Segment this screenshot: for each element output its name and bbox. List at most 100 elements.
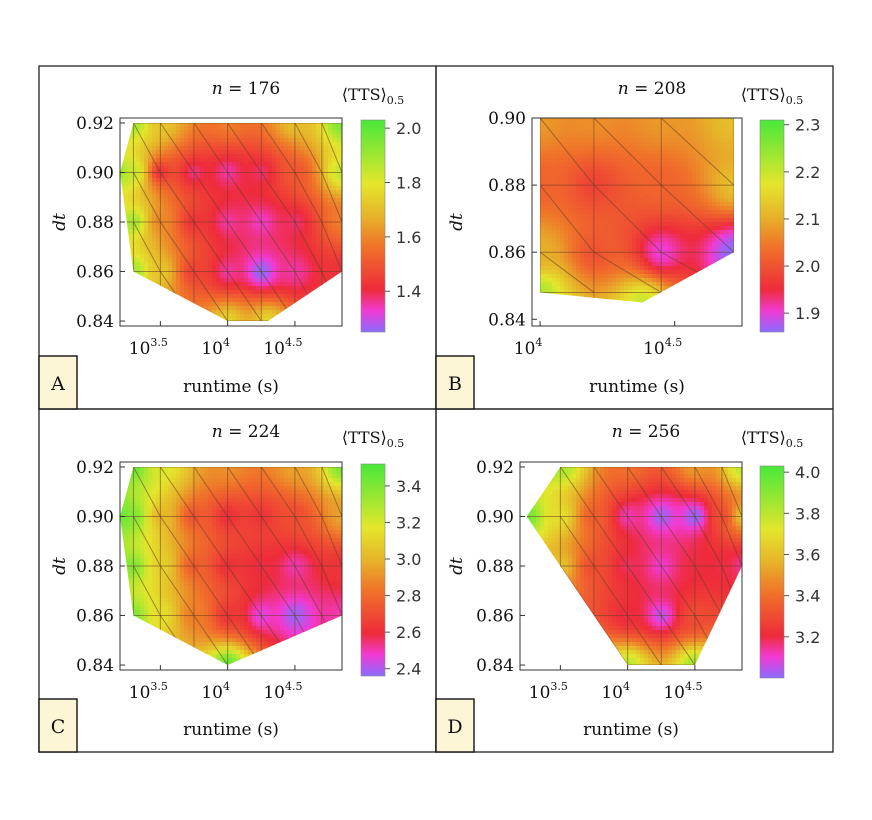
- panel-badge: [435, 355, 475, 410]
- panel-badge: [38, 698, 78, 753]
- colorbar-tick-label: 3.6: [795, 546, 820, 565]
- panel-badge-label: B: [448, 373, 462, 395]
- mesh-line: [159, 565, 195, 616]
- mesh-line: [193, 466, 229, 517]
- mesh-line: [694, 466, 723, 517]
- colorbar-tick-label: 2.6: [396, 623, 421, 642]
- mesh-line: [159, 516, 195, 567]
- y-tick-label: 0.90: [476, 507, 514, 527]
- mesh-line: [193, 271, 229, 322]
- mesh-line: [321, 172, 342, 223]
- mesh-line: [260, 122, 296, 173]
- mesh-line: [321, 466, 342, 517]
- x-tick-label: 103.5: [129, 680, 168, 703]
- colorbar-tick-label: 2.2: [795, 163, 820, 182]
- mesh-line: [294, 221, 323, 272]
- x-axis-label: runtime (s): [583, 720, 679, 740]
- mesh-line: [627, 615, 662, 666]
- y-axis-label: dt: [50, 557, 70, 575]
- mesh-line: [593, 251, 662, 293]
- colorbar: [360, 463, 386, 677]
- chart-title: n = 224: [212, 422, 280, 442]
- mesh-line: [227, 516, 262, 567]
- y-tick-label: 0.92: [476, 458, 514, 478]
- colorbar: [759, 119, 785, 333]
- mesh-line: [133, 565, 161, 616]
- y-axis-label: dt: [447, 213, 467, 231]
- mesh-line: [133, 221, 161, 272]
- x-tick-label: 104: [601, 680, 630, 703]
- colorbar-title: ⟨TTS⟩0.5: [741, 428, 804, 450]
- mesh-line: [627, 466, 662, 517]
- x-tick-label: 104.5: [263, 680, 302, 703]
- panel-badge-label: C: [51, 716, 66, 738]
- heat-field: [540, 118, 734, 303]
- panel-d: 0.84 0.86 0.88 0.90 0.92 103.5 104 104.5 runtime…: [435, 408, 834, 753]
- mesh-line: [559, 516, 595, 567]
- y-axis-label: dt: [447, 557, 467, 575]
- mesh-line: [660, 615, 696, 666]
- mesh-line: [660, 565, 696, 616]
- x-tick-label: 104.5: [663, 680, 702, 703]
- y-tick-label: 0.86: [476, 607, 514, 627]
- y-axis-label: dt: [50, 213, 70, 231]
- mesh-line: [593, 118, 662, 186]
- y-tick-label: 0.86: [488, 243, 526, 263]
- x-tick-label: 103.5: [529, 680, 568, 703]
- mesh-line: [193, 565, 229, 616]
- mesh-line: [193, 221, 229, 272]
- mesh-line: [593, 565, 629, 616]
- mesh-line: [159, 466, 195, 517]
- mesh-line: [227, 122, 262, 173]
- colorbar-tick-label: 2.8: [396, 587, 421, 606]
- mesh-line: [721, 516, 742, 567]
- mesh-line: [627, 516, 662, 567]
- x-tick-label: 103.5: [129, 336, 168, 359]
- mesh-line: [540, 251, 595, 293]
- colorbar-tick-label: 3.4: [795, 587, 820, 606]
- mesh-line: [694, 565, 723, 616]
- x-axis-label: runtime (s): [183, 377, 279, 397]
- y-tick-label: 0.90: [76, 507, 114, 527]
- panel-a: 0.84 0.86 0.88 0.90 0.92 103.5 104 104.5 runtime…: [38, 65, 437, 410]
- x-tick-label: 104: [201, 336, 230, 359]
- x-tick-label: 104: [201, 680, 230, 703]
- chart-title: n = 208: [618, 79, 686, 99]
- colorbar-tick-label: 3.4: [396, 477, 421, 496]
- mesh-line: [321, 615, 342, 666]
- y-tick-label: 0.84: [476, 656, 514, 676]
- mesh-line: [260, 221, 296, 272]
- chart-title: n = 176: [212, 79, 280, 99]
- mesh-line: [660, 184, 734, 253]
- colorbar-tick-label: 2.3: [795, 116, 820, 135]
- mesh-line: [159, 172, 195, 223]
- mesh-line: [660, 118, 734, 186]
- y-tick-label: 0.84: [76, 312, 114, 332]
- mesh-line: [159, 221, 195, 272]
- colorbar-tick-label: 1.4: [396, 282, 421, 301]
- mesh-line: [193, 172, 229, 223]
- mesh-line: [540, 184, 595, 253]
- mesh-line: [540, 118, 595, 186]
- colorbar-tick-label: 3.2: [396, 513, 421, 532]
- y-tick-label: 0.88: [76, 557, 114, 577]
- mesh-line: [133, 516, 161, 567]
- mesh-line: [321, 271, 342, 322]
- mesh-line: [260, 516, 296, 567]
- y-tick-label: 0.84: [76, 656, 114, 676]
- mesh-line: [294, 516, 323, 567]
- mesh-line: [294, 172, 323, 223]
- panel-c: 0.84 0.86 0.88 0.90 0.92 103.5 104 104.5 runtime…: [38, 408, 437, 753]
- y-tick-label: 0.84: [488, 310, 526, 330]
- y-tick-label: 0.88: [488, 176, 526, 196]
- colorbar-tick-label: 3.8: [795, 504, 820, 523]
- colorbar-title: ⟨TTS⟩0.5: [741, 85, 804, 107]
- colorbar-tick-label: 1.6: [396, 228, 421, 247]
- mesh-line: [133, 466, 161, 517]
- mesh-line: [321, 221, 342, 272]
- mesh-line: [133, 122, 161, 173]
- mesh-line: [627, 565, 662, 616]
- y-tick-label: 0.90: [76, 163, 114, 183]
- y-tick-label: 0.88: [76, 213, 114, 233]
